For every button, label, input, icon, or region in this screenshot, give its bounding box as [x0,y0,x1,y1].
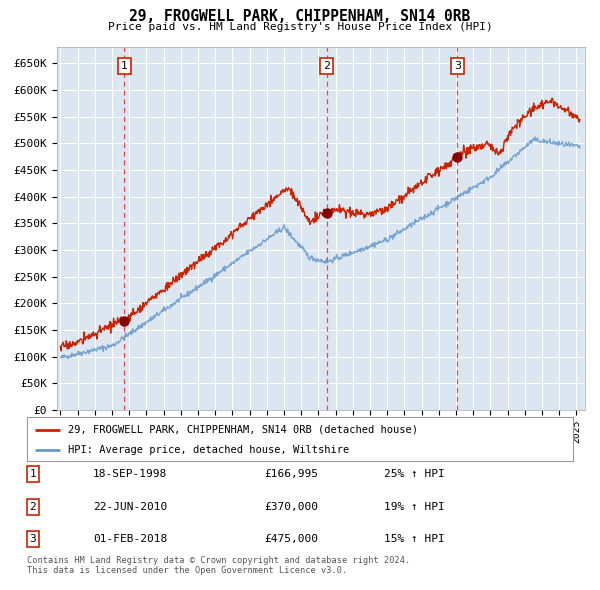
Text: 22-JUN-2010: 22-JUN-2010 [93,502,167,512]
Text: 2: 2 [323,61,330,71]
Text: 25% ↑ HPI: 25% ↑ HPI [384,470,445,479]
Text: HPI: Average price, detached house, Wiltshire: HPI: Average price, detached house, Wilt… [68,445,349,455]
Text: 15% ↑ HPI: 15% ↑ HPI [384,535,445,544]
Text: 29, FROGWELL PARK, CHIPPENHAM, SN14 0RB: 29, FROGWELL PARK, CHIPPENHAM, SN14 0RB [130,9,470,24]
Text: £166,995: £166,995 [264,470,318,479]
Text: 18-SEP-1998: 18-SEP-1998 [93,470,167,479]
Text: 19% ↑ HPI: 19% ↑ HPI [384,502,445,512]
Text: 29, FROGWELL PARK, CHIPPENHAM, SN14 0RB (detached house): 29, FROGWELL PARK, CHIPPENHAM, SN14 0RB … [68,425,418,434]
Text: £475,000: £475,000 [264,535,318,544]
Text: 01-FEB-2018: 01-FEB-2018 [93,535,167,544]
Text: £370,000: £370,000 [264,502,318,512]
Text: Price paid vs. HM Land Registry's House Price Index (HPI): Price paid vs. HM Land Registry's House … [107,22,493,32]
Text: 2: 2 [29,502,37,512]
Text: 1: 1 [121,61,128,71]
Text: 3: 3 [29,535,37,544]
Text: 1: 1 [29,470,37,479]
Text: 3: 3 [454,61,461,71]
Text: Contains HM Land Registry data © Crown copyright and database right 2024.
This d: Contains HM Land Registry data © Crown c… [27,556,410,575]
